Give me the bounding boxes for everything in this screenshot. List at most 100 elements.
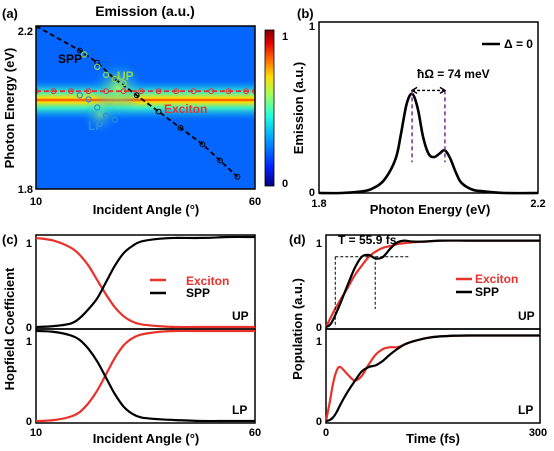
- panel-c-bottom-frame: [35, 328, 256, 424]
- panel-c-lp-spp-line: [35, 329, 255, 423]
- colorbar-min: 0: [282, 178, 288, 190]
- panel-a-xlabel: Incident Angle (°): [93, 202, 200, 217]
- heatmap-spp-point: [199, 141, 206, 148]
- panel-d-annotation: T = 55.9 fs: [338, 233, 397, 247]
- heatmap-up-point: [94, 63, 101, 71]
- heatmap-exciton-point: [50, 88, 57, 95]
- panel-d-lp-spp-line: [325, 334, 540, 423]
- colorbar-max: 1: [282, 31, 288, 43]
- panel-d-xlabel: Time (fs): [406, 431, 460, 446]
- panel-c-legend-spp: SPP: [186, 286, 210, 300]
- panel-c-legend-exciton: Exciton: [186, 274, 229, 288]
- heatmap-spp-point: [234, 173, 241, 180]
- panel-d-label: (d): [289, 232, 306, 247]
- heatmap-exciton-point: [138, 88, 145, 95]
- panel-c-up-exciton-line: [35, 236, 255, 329]
- heatmap-spp-point: [177, 125, 184, 131]
- heatmap-up-point: [102, 71, 110, 79]
- panel-a-ytick-1: 2.2: [18, 26, 33, 38]
- heatmap-up-point: [120, 79, 127, 87]
- panel-a-ylabel: Photon Energy (eV): [2, 48, 17, 169]
- panel-c-xlabel: Incident Angle (°): [93, 431, 200, 446]
- panel-b-legend-label: Δ = 0: [504, 37, 533, 51]
- panel-b-xlabel: Photon Energy (eV): [370, 202, 491, 217]
- panel-d-top-label: UP: [518, 309, 535, 323]
- panel-d-legend-exciton: Exciton: [475, 272, 518, 286]
- heatmap-exciton-point: [36, 88, 39, 95]
- panel-d-top-ytick-1: 1: [316, 238, 322, 250]
- heatmap-lp-point: [85, 96, 92, 103]
- heatmap-area: [36, 26, 255, 189]
- panel-d-bottom-label: LP: [518, 403, 533, 417]
- panel-b-ytick-0: 0: [309, 187, 315, 199]
- panel-b: (b) 1.8 2.2 0 1 Photon Energy (eV) Emiss…: [291, 6, 546, 217]
- panel-c-label: (c): [2, 232, 18, 247]
- panel-d: (d) 1 0 1 0 0 300 Time (fs) Population (…: [289, 232, 547, 446]
- heatmap-spp-point: [94, 59, 101, 66]
- heatmap-exciton-point: [103, 88, 109, 95]
- panel-c-plot: [35, 235, 256, 423]
- panel-d-bottom-ytick-0: 0: [316, 416, 322, 428]
- panel-b-arrowhead: [410, 86, 418, 95]
- heatmap-spp-point: [155, 108, 162, 115]
- heatmap-series: [36, 26, 255, 180]
- heatmap-exciton-point: [68, 88, 74, 95]
- panel-c-bottom-ytick-1: 1: [26, 336, 32, 348]
- heatmap-exciton-point: [85, 88, 92, 95]
- panel-a-frame: [35, 25, 256, 190]
- heatmap-exciton-point: [120, 88, 127, 95]
- panel-d-plot: [324, 239, 540, 423]
- heatmap-lp-point: [76, 92, 84, 99]
- panel-b-xtick-1: 2.2: [530, 198, 545, 210]
- heatmap-spp-point: [217, 157, 223, 164]
- panel-c-top-label: UP: [232, 309, 249, 323]
- heatmap-up-point: [111, 75, 119, 83]
- panel-d-bottom-ytick-1: 1: [316, 336, 322, 348]
- annotation-lp: LP: [88, 119, 103, 133]
- heatmap-spp-line: [36, 26, 239, 178]
- panel-b-plot: [318, 86, 539, 195]
- heatmap-exciton-point: [243, 88, 250, 95]
- panel-d-xtick-0: 0: [323, 427, 329, 439]
- panel-a-label: (a): [2, 6, 18, 21]
- panel-a-ytick-0: 1.8: [18, 184, 33, 196]
- panel-b-xtick-0: 1.8: [311, 198, 326, 210]
- panel-b-arrowhead: [439, 86, 447, 95]
- panel-b-label: (b): [297, 6, 314, 21]
- heatmap-exciton-point: [173, 88, 180, 95]
- heatmap-exciton-point: [190, 88, 197, 95]
- panel-b-ytick-1: 1: [309, 21, 315, 33]
- annotation-exciton: Exciton: [164, 102, 207, 116]
- panel-d-lp-exciton-line: [324, 334, 540, 422]
- panel-c-xtick-0: 10: [30, 427, 42, 439]
- panel-c-ylabel: Hopfield Coefficient: [2, 267, 17, 390]
- heatmap-lp-point: [102, 112, 110, 119]
- panel-b--0-line: [318, 92, 539, 195]
- panel-d-xtick-1: 300: [529, 427, 547, 439]
- heatmap-exciton-point: [208, 88, 215, 95]
- panel-b-frame: [318, 21, 539, 194]
- heatmap-exciton-point: [225, 88, 232, 95]
- annotation-spp: SPP: [58, 52, 82, 66]
- panel-c-lp-exciton-line: [35, 329, 255, 423]
- panel-c-bottom-ytick-0: 0: [26, 416, 32, 428]
- panel-c-top-ytick-1: 1: [26, 238, 32, 250]
- heatmap-lp-point: [94, 104, 101, 111]
- panel-d-legend-spp: SPP: [475, 285, 499, 299]
- panel-c-xtick-1: 60: [249, 427, 261, 439]
- panel-c-up-spp-line: [35, 235, 256, 329]
- colorbar: [264, 29, 275, 187]
- panel-d-bottom-frame: [325, 328, 541, 424]
- panel-c-top-ytick-0: 0: [26, 322, 32, 334]
- heatmap-exciton-point: [155, 88, 162, 95]
- heatmap-exciton-point: [252, 88, 255, 95]
- panel-a-xtick-0: 10: [30, 196, 42, 208]
- panel-b-ylabel: Emission (a.u.): [291, 62, 306, 154]
- heatmap-spp-point: [76, 47, 83, 54]
- heatmap-spp-point: [133, 92, 140, 99]
- heatmap-up-point: [80, 51, 88, 58]
- annotation-up: UP: [117, 69, 134, 83]
- panel-b-annotation: ħΩ = 74 meV: [417, 67, 490, 81]
- panel-c: (c) 1 0 1 0 10 60 Incident Angle (°) Hop…: [2, 232, 261, 446]
